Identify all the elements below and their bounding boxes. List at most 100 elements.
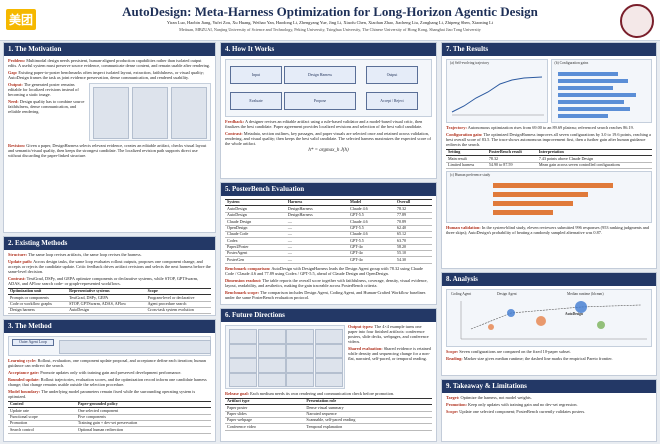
artifact-thumb <box>257 372 286 387</box>
table-cell: — <box>285 257 348 264</box>
table-cell: One selected component <box>75 408 211 415</box>
paragraph-label: Configuration gain: <box>446 131 483 137</box>
paragraph: Learning cycle: Rollout, evaluation, one… <box>8 358 211 368</box>
affiliations: Meituan, MBZUAI, Nanjing University of S… <box>179 27 481 32</box>
table-row: Paper webpage Scannable, self-paced readi… <box>225 417 432 425</box>
table-cell: — <box>285 225 348 232</box>
table-cell: Functional scope <box>8 414 76 421</box>
paragraph: Configuration gain: The optimized Design… <box>446 132 652 147</box>
table-cell: Claude Design <box>225 219 286 226</box>
paragraph-text: Promote updates only with training gain … <box>40 369 182 375</box>
table-cell: Claude 4.6 <box>347 231 395 239</box>
paragraph-text: Shared evidence is retained while densit… <box>348 346 431 362</box>
section-heading: 9. Takeaway & Limitations <box>442 380 656 393</box>
table-cell: Narrated sequence <box>304 411 432 419</box>
artifact-thumb <box>314 358 343 373</box>
paragraph-label: Need: <box>8 99 19 105</box>
artifact-thumb <box>286 343 314 358</box>
table-cell: — <box>285 244 348 252</box>
artifact-thumb <box>229 358 257 373</box>
paragraph: Dimension readout: The table reports the… <box>225 278 432 288</box>
paragraph-text: Design quality has to combine source fai… <box>8 99 85 115</box>
paragraph-label: Shared evaluation: <box>348 346 383 352</box>
paragraph-text: The table reports the overall score toge… <box>225 277 428 288</box>
method-diagram: Outer Agent Loop <box>8 336 211 356</box>
legend-item: Design Agent <box>497 292 517 296</box>
table-cell: Design harness <box>8 308 68 315</box>
chart-caption: (a) Self-evolving trajectory <box>450 61 490 65</box>
table-cell: — <box>285 219 348 226</box>
table-cell: DesignHarness <box>285 212 348 220</box>
artifact-thumb <box>229 329 257 344</box>
table-row: Conference video Temporal explanation <box>225 424 432 431</box>
table-cell: Scope <box>145 287 211 296</box>
table-cell: PosterAgent <box>225 250 286 258</box>
paragraph-text: The 4×4 example turns one paper into fou… <box>348 324 429 345</box>
table-cell: GPT-5.5 <box>347 225 395 232</box>
paragraph: Model boundary: The underlying model par… <box>8 389 211 399</box>
how-it-works: 4. How It Works Input Design Harness Outpu… <box>220 42 437 179</box>
paragraph-text: The comparison includes Design Agent, Co… <box>225 289 426 300</box>
paragraph-text: TextGrad, DSPy, and GEPA optimize compon… <box>8 275 199 287</box>
section-heading: 7. The Results <box>442 43 656 56</box>
table-cell: Setting <box>446 148 487 157</box>
paragraph-label: Reading: <box>446 355 463 361</box>
table-cell: 58.20 <box>394 244 432 252</box>
paragraph-text: The underlying model parameters remain f… <box>8 388 196 399</box>
table-cell: Five components <box>75 414 211 421</box>
takeaway: 9. Takeaway & Limitations Target: Optimi… <box>441 379 657 442</box>
preference-chart: (c) Human preference study <box>446 171 652 224</box>
artifact-thumb <box>257 358 286 373</box>
paragraph: Benchmark scope: The comparison includes… <box>225 290 432 300</box>
table-row: Limited harness 54.90 to 87.59 Mean gain a… <box>446 162 652 170</box>
table-row: Paper poster Dense visual summary <box>225 405 432 412</box>
paragraph: Target: Optimize the harness, not model … <box>446 395 652 400</box>
table-row: OpenDesign — GPT-5.5 62.40 <box>225 225 432 232</box>
paragraph-text: Keep only updates with training gain and… <box>468 401 578 407</box>
table-cell: Dense visual summary <box>304 405 432 412</box>
paragraph: Reading: Marker size gives median runtim… <box>446 356 652 361</box>
table-cell: — <box>285 231 348 239</box>
paragraph: Structure: The same loop revises artifac… <box>8 252 211 257</box>
paragraph-label: Output types: <box>348 324 374 329</box>
paragraph: Bounded update: Rollout trajectories, ev… <box>8 377 211 387</box>
paragraph-label: Dimension readout: <box>225 277 262 283</box>
paragraph-text: Optimize the harness, not model weights. <box>460 395 532 400</box>
paragraph-text: Multimodal design needs persistent, huma… <box>8 58 211 69</box>
table-cell: Presentation role <box>304 397 432 406</box>
paragraph-label: Scope: <box>446 349 459 354</box>
paragraph-label: Benchmark scope: <box>225 289 260 295</box>
table-row: Artifact type Presentation role <box>225 397 432 406</box>
table-row: Optimization unit Representative systems S… <box>8 287 211 296</box>
analysis: 8. Analysis Coding Agent Design Agent Me… <box>441 272 657 376</box>
artifact-thumb <box>229 372 257 387</box>
table-cell: AutoDesign <box>67 308 146 315</box>
table-cell: GPT-4o <box>347 250 395 258</box>
table-row: AutoDesign DesignHarness Claude 4.6 78.32 <box>225 206 432 213</box>
paragraph-text: Metadata, section outlines, key passages… <box>225 130 431 147</box>
paragraph-text: Given a paper, DesignHarness selects rel… <box>8 142 207 159</box>
table-cell: Paper2Poster <box>225 244 286 252</box>
table-row: PosterGen — GPT-4o 54.30 <box>225 257 432 264</box>
table-row: AutoDesign DesignHarness GPT-5.5 77.89 <box>225 212 432 220</box>
table-cell: Main result <box>446 156 487 163</box>
table: Setting PosterBench result Interpretation M… <box>446 148 652 170</box>
table-cell: PosterBench result <box>486 148 537 157</box>
paragraph-text: In the system-blind study, eleven review… <box>446 225 649 236</box>
paragraph-label: Bounded update: <box>8 376 40 382</box>
diagram-box: Accept / Reject <box>366 92 418 110</box>
section-heading: 8. Analysis <box>442 273 656 286</box>
table-cell: OpenDesign <box>225 225 286 232</box>
artifact-thumb <box>314 329 343 344</box>
paragraph: Feedback: A designer revises an editable… <box>225 119 432 129</box>
paragraph-text: The optimized DesignHarness improves all… <box>446 131 651 148</box>
table-cell: Mean gain across seven controlled config… <box>536 162 652 170</box>
university-seal <box>620 4 654 38</box>
paragraph-text: Across design tasks, the same loop evalu… <box>8 258 211 275</box>
table-cell: Code or workflow graphs <box>8 301 68 309</box>
table-row: Search control Optional human redirection <box>8 427 211 434</box>
table-row: Paper slides Narrated sequence <box>225 411 432 419</box>
legend-item: Coding Agent <box>451 292 472 296</box>
paragraph-text: Each medium needs its own rendering and … <box>250 391 395 396</box>
